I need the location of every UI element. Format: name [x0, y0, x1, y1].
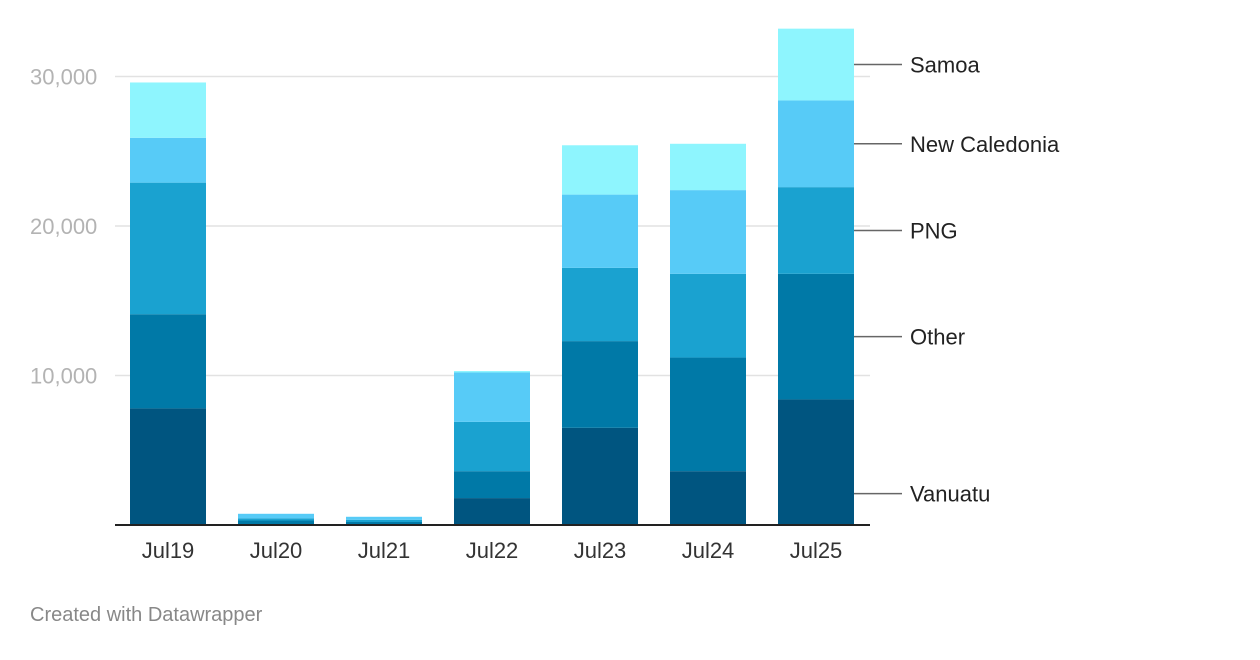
bar-segment	[346, 522, 422, 525]
bar-segment	[454, 371, 530, 373]
bar-segment	[454, 498, 530, 525]
bar-segment	[670, 143, 746, 191]
legend-label: Vanuatu	[910, 482, 990, 507]
legend-label: Other	[910, 325, 965, 350]
legend-label: New Caledonia	[910, 132, 1060, 157]
x-tick-label: Jul20	[250, 538, 303, 563]
x-tick-label: Jul21	[358, 538, 411, 563]
bar-segment	[562, 194, 638, 268]
bar-segment	[562, 341, 638, 428]
bar-segment	[778, 273, 854, 400]
bar-segment	[130, 82, 206, 138]
bar-segment	[130, 137, 206, 183]
x-tick-label: Jul25	[790, 538, 843, 563]
y-tick-label: 10,000	[30, 364, 97, 389]
bar-segment	[778, 187, 854, 274]
x-tick-label: Jul19	[142, 538, 195, 563]
bar-segment	[130, 182, 206, 315]
bar-segment	[454, 372, 530, 422]
bar-segment	[238, 513, 314, 519]
legend-label: Samoa	[910, 53, 980, 78]
y-tick-label: 20,000	[30, 214, 97, 239]
bar-segment	[238, 520, 314, 525]
credit-text: Created with Datawrapper	[30, 604, 263, 626]
bar-segment	[562, 145, 638, 195]
x-tick-label: Jul22	[466, 538, 519, 563]
bar-segment	[670, 357, 746, 472]
y-tick-label: 30,000	[30, 65, 97, 90]
bar-segment	[238, 518, 314, 521]
bar-segment	[346, 516, 422, 520]
bar-segment	[670, 471, 746, 525]
x-tick-label: Jul23	[574, 538, 627, 563]
bar-segment	[346, 519, 422, 523]
bar-segment	[562, 427, 638, 525]
bar-segment	[454, 471, 530, 499]
legend-label: PNG	[910, 218, 958, 243]
bar-segment	[778, 28, 854, 101]
bar-segment	[130, 314, 206, 409]
bar-segment	[670, 190, 746, 274]
bar-segment	[562, 267, 638, 342]
bar-segment	[778, 100, 854, 188]
bar-segment	[130, 408, 206, 525]
x-tick-label: Jul24	[682, 538, 735, 563]
bar-segment	[670, 273, 746, 358]
bar-segment	[778, 399, 854, 525]
bar-segment	[454, 421, 530, 472]
